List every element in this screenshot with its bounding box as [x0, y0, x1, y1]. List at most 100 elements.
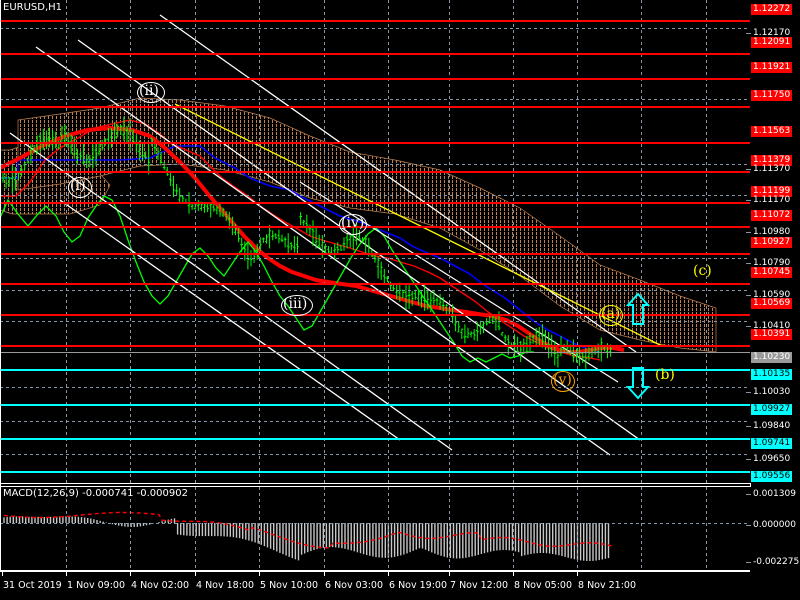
horizontal-gridline — [0, 387, 750, 388]
macd-indicator-pane[interactable]: MACD(12,26,9) -0.000741 -0.000902 — [0, 487, 750, 571]
resistance-level-line[interactable] — [0, 345, 750, 347]
horizontal-gridline — [0, 290, 750, 291]
chart-symbol-title: EURUSD,H1 — [3, 2, 63, 13]
resistance-level-line[interactable] — [0, 53, 750, 55]
vertical-gridline — [706, 0, 707, 483]
pane-divider-top — [0, 483, 750, 484]
vertical-gridline — [324, 0, 325, 483]
wave-label-c: (c) — [693, 263, 712, 279]
time-axis-notch — [195, 571, 196, 576]
macd-vertical-gridline — [130, 487, 131, 571]
resistance-level-line[interactable] — [0, 202, 750, 204]
vertical-gridline — [577, 0, 578, 483]
macd-axis-label: -0.002275 — [746, 557, 800, 568]
axis-tick — [746, 295, 751, 296]
resistance-level-line[interactable] — [0, 78, 750, 80]
axis-tick — [746, 33, 751, 34]
chart-bottom-border — [0, 570, 750, 571]
wave-label-ring — [68, 177, 92, 198]
macd-axis: 0.001309 0.000000 -0.002275 — [746, 487, 800, 571]
time-axis-notch — [513, 571, 514, 576]
price-series-graphics — [0, 14, 717, 456]
support-level-line[interactable] — [0, 438, 750, 440]
axis-tick — [746, 494, 751, 495]
buy-arrow-up[interactable] — [626, 292, 650, 326]
time-axis-notch — [130, 571, 131, 576]
macd-vertical-gridline — [513, 487, 514, 571]
wave-label-ring — [137, 82, 165, 103]
time-axis-notch — [2, 571, 3, 576]
macd-vertical-gridline — [577, 487, 578, 571]
resistance-level-line[interactable] — [0, 142, 750, 144]
vertical-gridline — [513, 0, 514, 483]
pane-divider-bottom — [0, 486, 750, 487]
macd-zero-line — [0, 523, 750, 524]
wave-label-ring — [339, 214, 367, 235]
price-axis-label: 1.12272 — [751, 4, 793, 15]
resistance-level-line[interactable] — [0, 20, 750, 22]
axis-tick — [746, 232, 751, 233]
time-axis-notch — [324, 571, 325, 576]
price-axis-label: 1.11379 — [751, 155, 793, 166]
price-chart-pane[interactable]: (i) (ii) (iii) (iv) (v) (a) (b) (c) EURUSD,H1 — [0, 0, 750, 483]
wave-label-iii: (iii) — [283, 296, 308, 312]
vertical-gridline — [388, 0, 389, 483]
time-axis-label: 1 Nov 09:00 — [67, 580, 126, 591]
time-axis-label: 7 Nov 12:00 — [450, 580, 509, 591]
price-axis-label: 1.09556 — [751, 471, 793, 482]
time-axis-label: 8 Nov 21:00 — [578, 580, 637, 591]
resistance-level-line[interactable] — [0, 171, 750, 173]
price-axis-label: 1.11370 — [746, 164, 792, 175]
vertical-gridline — [66, 0, 67, 483]
wave-label-v: (v) — [553, 372, 572, 388]
macd-axis-label: 0.000000 — [746, 520, 798, 531]
time-axis-notch — [577, 571, 578, 576]
current-price-tag: 1.10230 — [751, 352, 793, 363]
price-axis-label: 1.11072 — [751, 210, 793, 221]
wave-label-b: (b) — [655, 367, 675, 383]
wave-label-iv: (iv) — [341, 215, 365, 231]
macd-vertical-gridline — [66, 487, 67, 571]
resistance-level-line[interactable] — [0, 106, 750, 108]
resistance-level-line[interactable] — [0, 283, 750, 285]
time-axis-label: 5 Nov 10:00 — [260, 580, 319, 591]
axis-tick — [746, 426, 751, 427]
support-level-line[interactable] — [0, 369, 750, 371]
wave-label-ring — [281, 295, 313, 316]
time-axis-label: 8 Nov 05:00 — [514, 580, 573, 591]
price-axis-label: 1.10927 — [751, 237, 793, 248]
axis-tick — [746, 200, 751, 201]
chart-left-border — [0, 0, 1, 571]
axis-tick — [746, 326, 751, 327]
time-axis-rule — [0, 571, 750, 572]
price-axis[interactable]: 1.12272 1.12170 1.12091 1.11921 1.11750 1.115… — [746, 0, 800, 483]
price-axis-label: 1.11199 — [751, 186, 793, 197]
time-axis[interactable]: 31 Oct 2019 1 Nov 09:00 4 Nov 02:00 4 Nov 1… — [0, 571, 800, 600]
support-level-line[interactable] — [0, 404, 750, 406]
support-level-line[interactable] — [0, 471, 750, 473]
wave-label-a: (a) — [601, 306, 621, 322]
time-axis-label: 4 Nov 18:00 — [196, 580, 255, 591]
time-axis-label: 6 Nov 19:00 — [389, 580, 448, 591]
vertical-gridline — [449, 0, 450, 483]
time-axis-label: 4 Nov 02:00 — [131, 580, 190, 591]
time-axis-label: 6 Nov 03:00 — [325, 580, 384, 591]
price-axis-label: 1.11170 — [746, 195, 792, 206]
axis-tick — [746, 169, 751, 170]
price-axis-label: 1.10745 — [751, 267, 793, 278]
price-axis-label: 1.10590 — [746, 290, 792, 301]
axis-tick — [746, 562, 751, 563]
macd-vertical-gridline — [706, 487, 707, 571]
time-axis-notch — [259, 571, 260, 576]
horizontal-gridline — [0, 421, 750, 422]
axis-tick — [746, 263, 751, 264]
sell-arrow-down[interactable] — [626, 366, 650, 400]
resistance-level-line[interactable] — [0, 253, 750, 255]
macd-vertical-gridline — [324, 487, 325, 571]
macd-axis-label: 0.001309 — [746, 489, 798, 500]
price-axis-label: 1.12091 — [751, 37, 793, 48]
resistance-level-line[interactable] — [0, 314, 750, 316]
resistance-level-line[interactable] — [0, 226, 750, 228]
wave-label-ring — [599, 305, 623, 326]
price-axis-label: 1.10569 — [751, 298, 793, 309]
